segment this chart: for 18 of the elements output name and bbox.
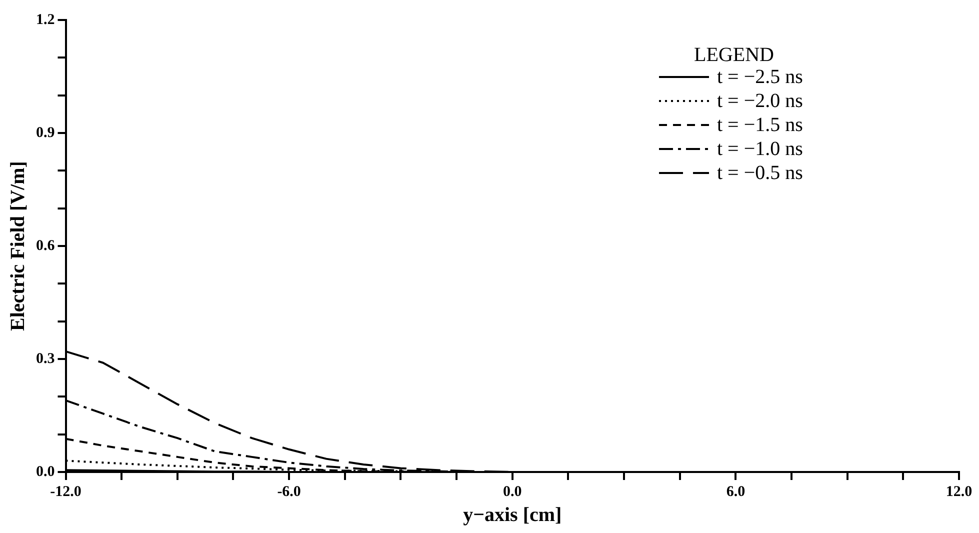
legend-label: t = −1.0 ns bbox=[717, 138, 804, 160]
x-tick-label: -12.0 bbox=[50, 484, 82, 500]
x-axis-title: y−axis [cm] bbox=[463, 504, 562, 526]
x-tick-label: 12.0 bbox=[946, 484, 972, 500]
x-tick-label: 6.0 bbox=[726, 484, 746, 500]
y-tick-label: 0.9 bbox=[36, 124, 55, 141]
legend-label: t = −2.5 ns bbox=[717, 66, 804, 88]
y-tick-label: 0.3 bbox=[36, 350, 55, 367]
y-tick-label: 0.6 bbox=[36, 238, 56, 254]
y-axis-title: Electric Field [V/m] bbox=[7, 161, 30, 331]
x-tick-label: -6.0 bbox=[277, 484, 301, 500]
x-tick-label: 0.0 bbox=[503, 484, 522, 500]
legend-label: t = −2.0 ns bbox=[717, 90, 804, 112]
y-tick-label: 1.2 bbox=[36, 12, 55, 28]
legend-label: t = −1.5 ns bbox=[717, 114, 804, 136]
legend-label: t = −0.5 ns bbox=[717, 162, 804, 184]
legend-title: LEGEND bbox=[694, 44, 774, 66]
y-tick-label: 0.0 bbox=[36, 464, 55, 480]
